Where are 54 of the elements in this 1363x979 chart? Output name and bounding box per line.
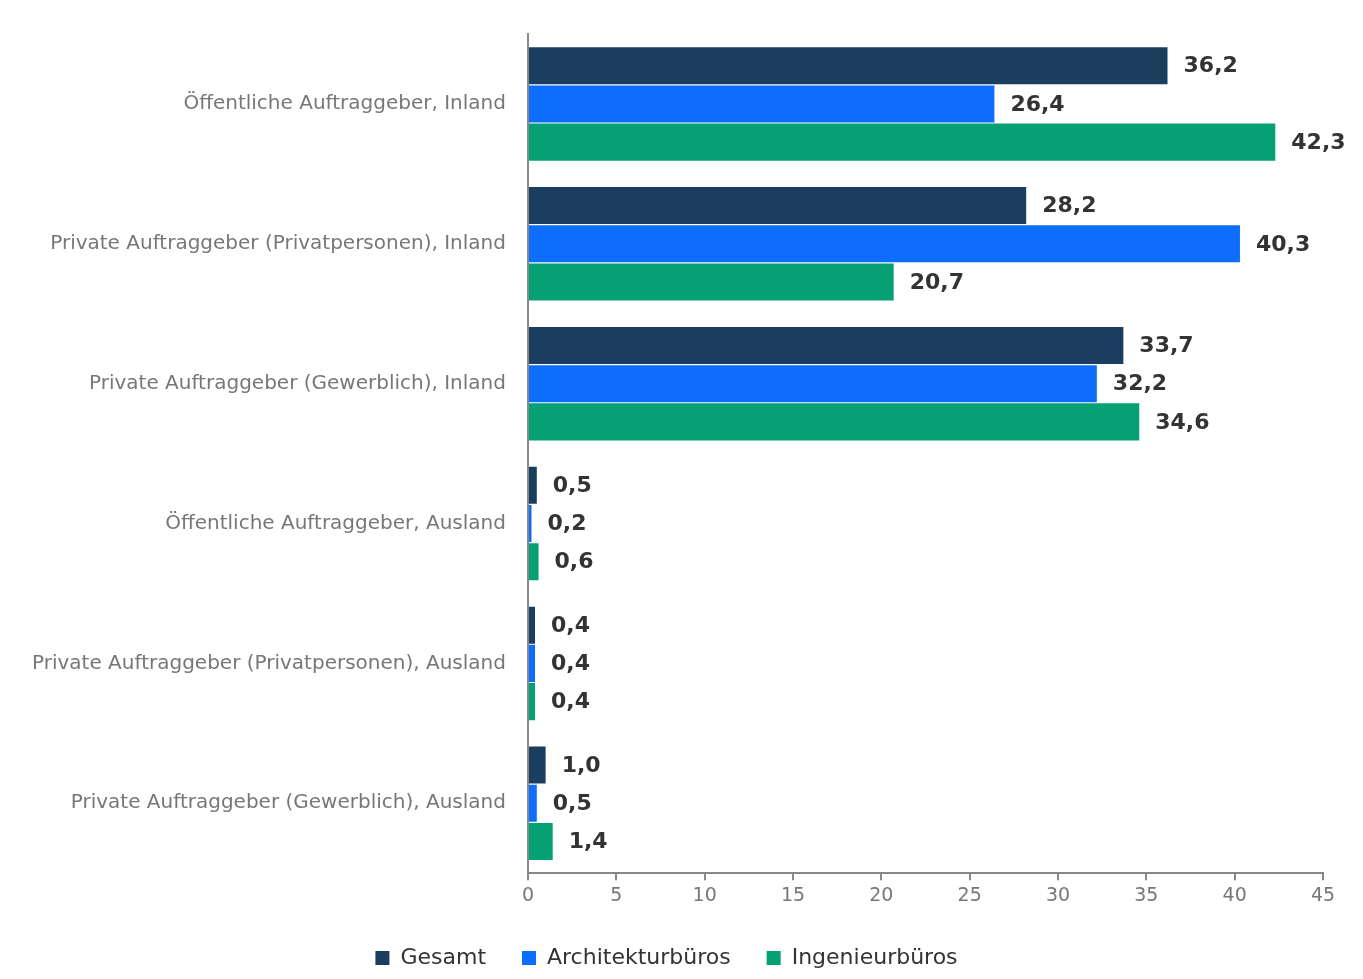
x-tick-label: 15 (780, 882, 806, 905)
data-label: 26,4 (1010, 90, 1065, 116)
x-tick-label: 35 (1134, 882, 1159, 905)
x-tick-label: 20 (869, 882, 894, 905)
bar (528, 263, 894, 301)
bar (528, 403, 1140, 441)
bar (528, 784, 537, 822)
bar (528, 326, 1124, 364)
bar (528, 543, 539, 581)
data-label: 0,4 (551, 611, 591, 637)
legend-label: Architekturbüros (547, 943, 731, 969)
bar (528, 123, 1276, 161)
data-label: 20,7 (909, 268, 964, 294)
data-label: 1,4 (568, 828, 608, 854)
data-label: 1,0 (561, 751, 601, 777)
y-tick-label: Private Auftraggeber (Gewerblich), Inland (88, 369, 506, 394)
data-label: 28,2 (1042, 192, 1097, 218)
y-tick-label: Öffentliche Auftraggeber, Inland (183, 90, 506, 115)
y-tick-label: Private Auftraggeber (Privatpersonen), Inland (50, 230, 506, 254)
data-label: 0,5 (552, 472, 592, 498)
x-tick-label: 45 (1310, 882, 1336, 905)
y-tick-label: Private Auftraggeber (Gewerblich), Ausland (70, 789, 506, 814)
bar (528, 466, 537, 504)
bar (528, 822, 553, 861)
data-label: 33,7 (1139, 332, 1194, 358)
x-tick-label: 5 (610, 882, 623, 905)
bar (528, 683, 536, 721)
x-tick-label: 10 (692, 882, 717, 905)
y-tick-label: Private Auftraggeber (Privatpersonen), Ausland (32, 649, 506, 674)
bar (528, 225, 1240, 263)
bar (528, 47, 1168, 85)
data-label: 0,6 (554, 548, 594, 574)
data-label: 34,6 (1155, 408, 1210, 434)
data-label: 42,3 (1291, 128, 1346, 154)
bar (528, 644, 536, 682)
legend-label: Gesamt (400, 943, 487, 969)
bar (528, 365, 1097, 403)
data-label: 0,4 (551, 688, 591, 714)
legend-label: Ingenieurbüros (791, 943, 958, 969)
data-label: 0,4 (551, 650, 591, 676)
bar (528, 85, 995, 123)
data-label: 32,2 (1112, 370, 1168, 396)
y-tick-label: Öffentliche Auftraggeber, Ausland (165, 509, 506, 534)
x-tick-label: 30 (1045, 882, 1071, 905)
data-label: 36,2 (1183, 52, 1238, 78)
bar (528, 746, 546, 784)
data-label: 40,3 (1255, 230, 1311, 256)
bar (528, 187, 1027, 225)
x-tick-label: 25 (957, 882, 982, 905)
data-label: 0,5 (552, 789, 592, 815)
bar (528, 606, 536, 644)
x-tick-label: 0 (521, 882, 535, 905)
data-label: 0,2 (547, 510, 587, 536)
x-tick-label: 40 (1222, 882, 1247, 905)
